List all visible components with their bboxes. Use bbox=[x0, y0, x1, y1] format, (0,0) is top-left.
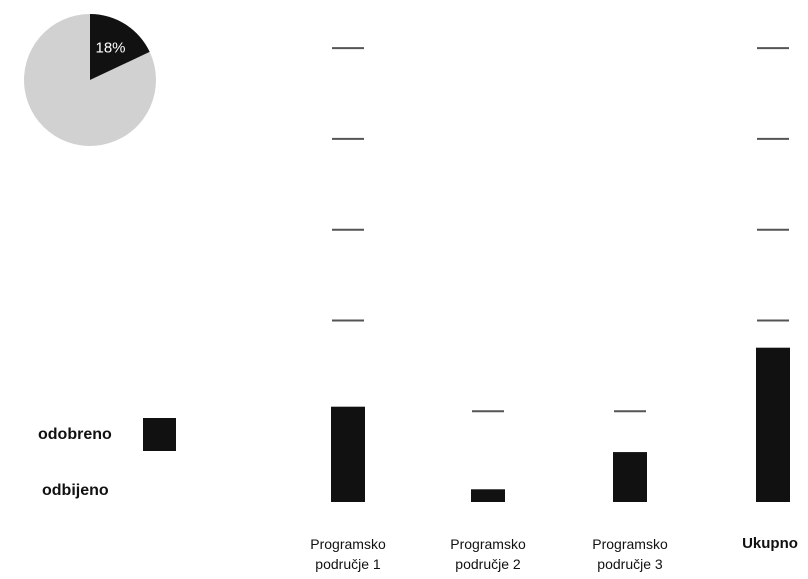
category-label-line: područje 1 bbox=[315, 556, 381, 572]
reference-ticks bbox=[332, 47, 789, 413]
bar-3 bbox=[613, 452, 647, 502]
category-label-line: Programsko bbox=[592, 536, 668, 552]
category-label-1: Programsko područje 1 bbox=[293, 534, 403, 574]
category-label-4: Ukupno bbox=[715, 534, 808, 554]
bar-4 bbox=[756, 347, 790, 502]
legend-label-odobreno: odobreno bbox=[38, 426, 112, 443]
legend-label-odbijeno: odbijeno bbox=[42, 482, 109, 499]
pie-slice-1 bbox=[23, 14, 156, 146]
category-label-line: Ukupno bbox=[742, 535, 798, 552]
bar-1 bbox=[331, 406, 365, 502]
pie-slice-0 bbox=[90, 14, 150, 80]
category-label-2: Programsko područje 2 bbox=[433, 534, 543, 574]
category-label-line: Programsko bbox=[310, 536, 386, 552]
category-label-line: područje 2 bbox=[455, 556, 521, 572]
pie-chart: 18% bbox=[23, 14, 156, 146]
bar-chart bbox=[331, 347, 790, 502]
category-label-line: područje 3 bbox=[597, 556, 663, 572]
category-label-line: Programsko bbox=[450, 536, 526, 552]
pie-slice-label-0: 18% bbox=[95, 40, 125, 57]
bar-2 bbox=[471, 489, 505, 502]
legend-swatch-odobreno bbox=[143, 418, 176, 451]
category-label-3: Programsko područje 3 bbox=[575, 534, 685, 574]
